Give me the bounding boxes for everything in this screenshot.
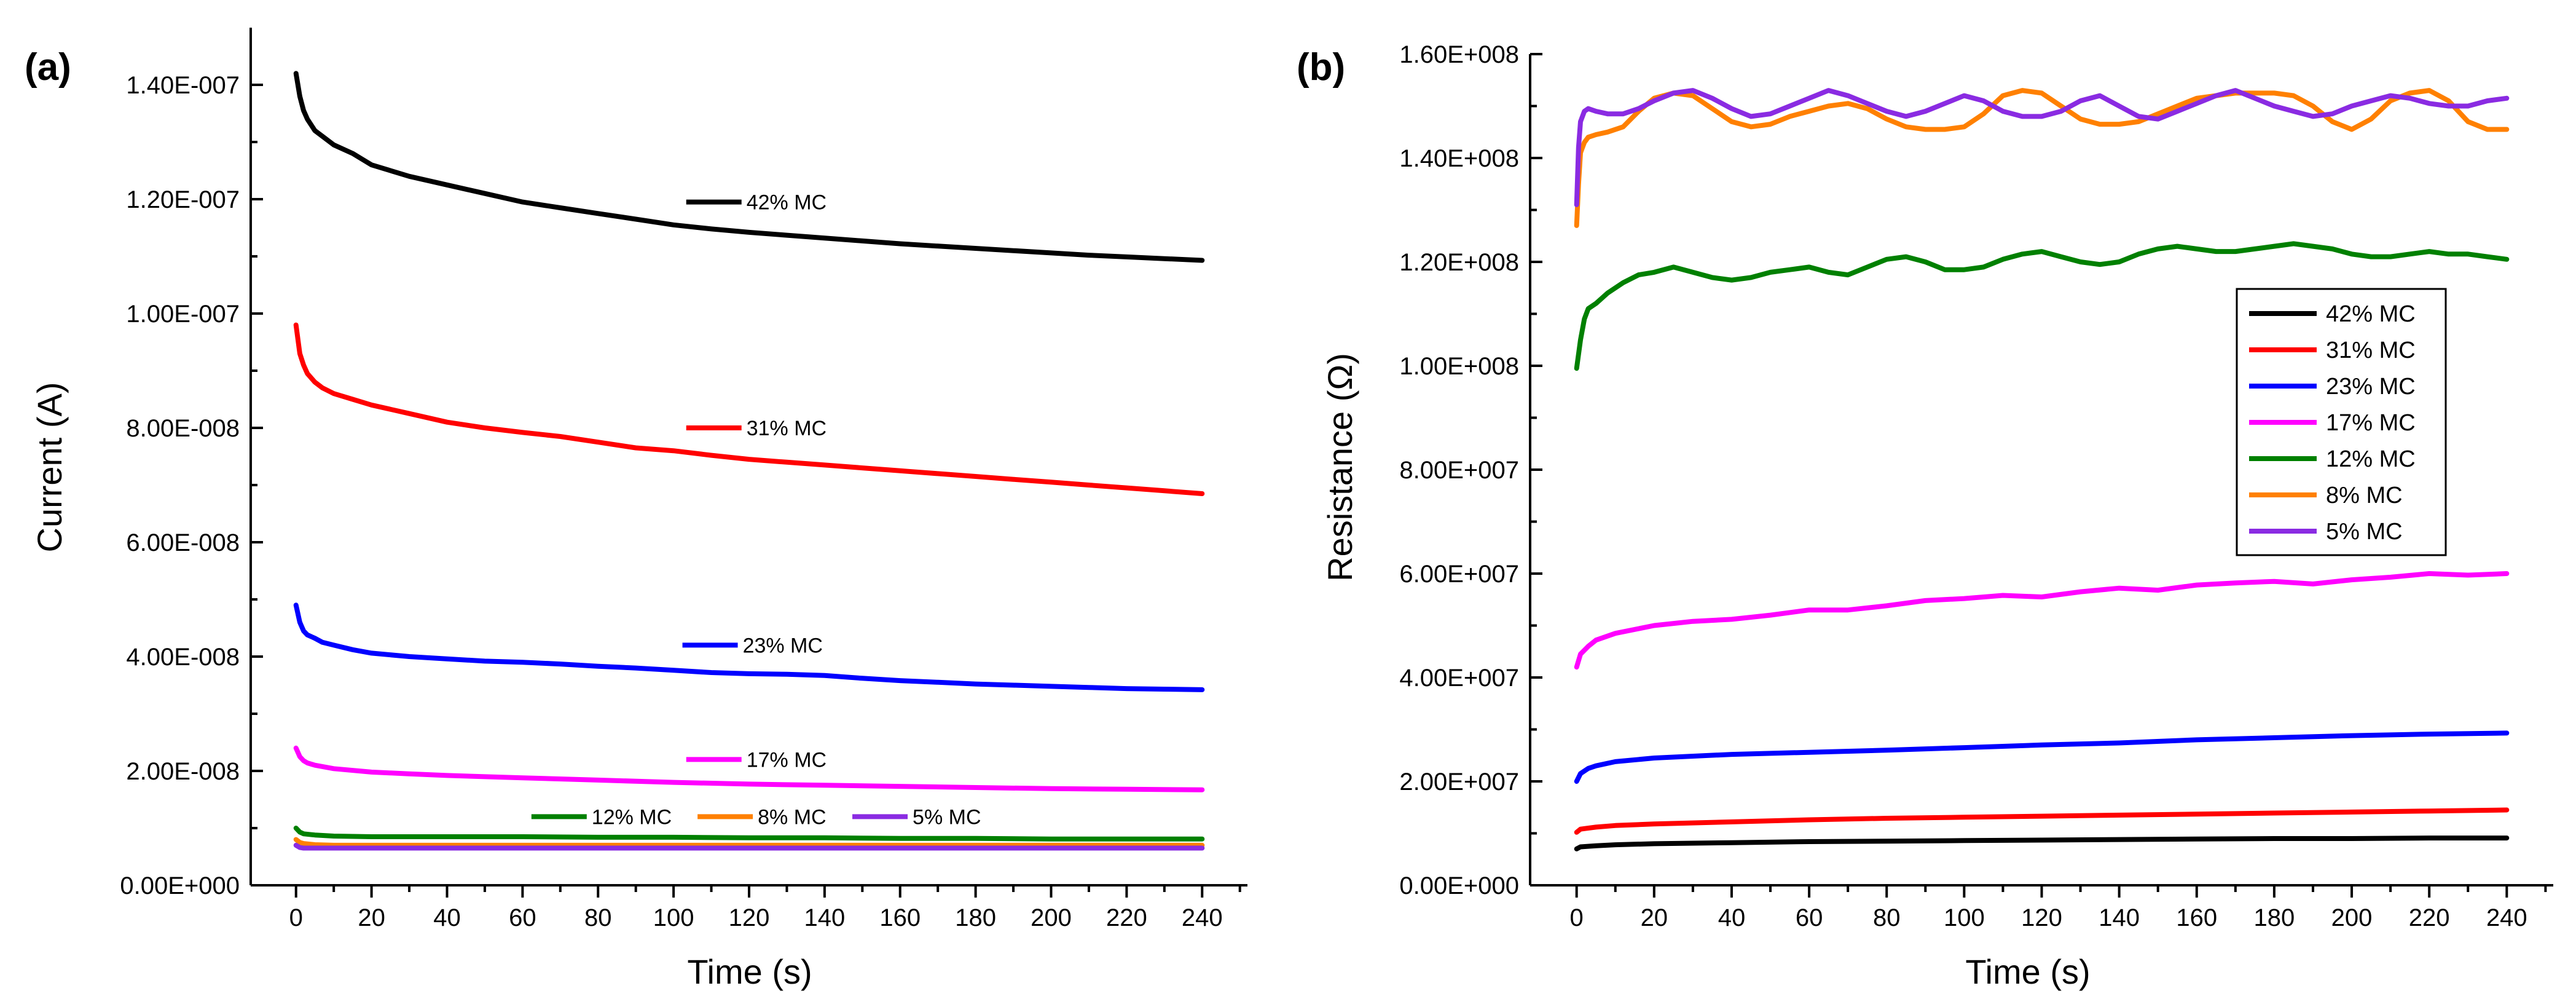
panel-a-x-tick-label: 40 bbox=[433, 904, 461, 931]
panel-a-series-17-mc bbox=[293, 745, 1205, 792]
panel-b-legend-label: 17% MC bbox=[2326, 410, 2416, 436]
panel-a-y-axis-label: Current (A) bbox=[30, 382, 69, 553]
panel-b-legend-label: 12% MC bbox=[2326, 446, 2416, 472]
panel-b-x-tick-label: 200 bbox=[2331, 904, 2373, 931]
panel-b-x-tick-label: 180 bbox=[2254, 904, 2295, 931]
panel-a-x-tick-label: 180 bbox=[955, 904, 996, 931]
panel-b-legend-label: 8% MC bbox=[2326, 483, 2403, 508]
panel-a-series-31-mc bbox=[293, 322, 1205, 496]
panel-b-y-tick-label: 0.00E+000 bbox=[1399, 872, 1519, 899]
panel-b-y-axis-label: Resistance (Ω) bbox=[1321, 353, 1359, 582]
panel-a-x-tick-label: 140 bbox=[804, 904, 846, 931]
panel-b-legend-label: 42% MC bbox=[2326, 301, 2416, 327]
panel-b-y-tick-label: 1.40E+008 bbox=[1399, 145, 1519, 172]
panel-a-y-tick-label: 6.00E-008 bbox=[126, 529, 240, 556]
panel-a-series-5-mc bbox=[293, 842, 1205, 851]
panel-a-label: (a) bbox=[25, 46, 71, 89]
panel-a-annotation-label: 17% MC bbox=[747, 748, 827, 772]
panel-a-series-8-mc bbox=[293, 837, 1205, 848]
panel-b-series-23-mc bbox=[1574, 730, 2510, 784]
panel-b-label: (b) bbox=[1297, 46, 1345, 89]
panel-a-y-tick-label: 1.40E-007 bbox=[126, 72, 240, 99]
panel-b-x-tick-label: 80 bbox=[1873, 904, 1901, 931]
panel-a-annotation-label: 12% MC bbox=[592, 805, 672, 829]
panel-b-series-31-mc bbox=[1574, 807, 2510, 835]
panel-a-x-tick-label: 220 bbox=[1106, 904, 1147, 931]
panel-a-x-tick-label: 160 bbox=[879, 904, 921, 931]
panel-a-y-tick-label: 0.00E+000 bbox=[120, 872, 240, 899]
panel-a-annotation-label: 23% MC bbox=[743, 634, 823, 657]
panel-a-y-tick-label: 1.20E-007 bbox=[126, 186, 240, 213]
panel-a-series-23-mc bbox=[293, 602, 1205, 692]
panel-a-series-42-mc bbox=[293, 71, 1205, 263]
panel-a-x-tick-label: 120 bbox=[729, 904, 770, 931]
panel-a-annotation-label: 42% MC bbox=[747, 191, 827, 215]
panel-b-series-8-mc bbox=[1574, 88, 2510, 228]
panel-a-y-tick-label: 1.00E-007 bbox=[126, 301, 240, 328]
panel-a-current-vs-time: (a) 0.00E+000 2.00E-008 4.00E-008 6.00E-008… bbox=[25, 28, 1247, 991]
panel-a-x-tick-label: 20 bbox=[358, 904, 385, 931]
panel-b-series-17-mc bbox=[1574, 571, 2510, 670]
panel-a-x-tick-label: 60 bbox=[509, 904, 536, 931]
panel-b-x-tick-label: 240 bbox=[2486, 904, 2527, 931]
panel-b-resistance-vs-time: (b) 0.00E+000 2.00E+007 4.00E+007 6.00E+007… bbox=[1297, 41, 2553, 991]
panel-b-x-tick-label: 220 bbox=[2409, 904, 2450, 931]
panel-a-x-tick-label: 0 bbox=[289, 904, 303, 931]
panel-a-y-tick-label: 8.00E-008 bbox=[126, 415, 240, 442]
panel-b-series-42-mc bbox=[1574, 835, 2510, 851]
panel-a-x-tick-label: 80 bbox=[584, 904, 612, 931]
panel-a-x-tick-label: 240 bbox=[1182, 904, 1223, 931]
panel-b-legend-label: 5% MC bbox=[2326, 519, 2403, 545]
panel-a-y-tick-label: 4.00E-008 bbox=[126, 644, 240, 671]
panel-b-series-5-mc bbox=[1574, 88, 2510, 207]
panel-b-x-tick-label: 0 bbox=[1570, 904, 1584, 931]
panel-b-series-12-mc bbox=[1574, 241, 2510, 371]
panel-b-x-tick-label: 40 bbox=[1718, 904, 1746, 931]
panel-a-annotation-label: 31% MC bbox=[747, 417, 827, 440]
panel-a-annotation-label: 8% MC bbox=[758, 805, 826, 829]
panel-b-x-tick-label: 140 bbox=[2099, 904, 2140, 931]
panel-a-y-tick-label: 2.00E-008 bbox=[126, 758, 240, 785]
panel-b-x-axis-label: Time (s) bbox=[1965, 952, 2090, 991]
panel-a-annotation-label: 5% MC bbox=[913, 805, 981, 829]
panel-b-legend-label: 31% MC bbox=[2326, 338, 2416, 363]
panel-b-legend-label: 23% MC bbox=[2326, 374, 2416, 400]
panel-b-x-tick-label: 60 bbox=[1796, 904, 1823, 931]
panel-a-series-12-mc bbox=[293, 826, 1205, 842]
panel-a-x-tick-label: 100 bbox=[653, 904, 694, 931]
panel-b-y-tick-label: 1.20E+008 bbox=[1399, 249, 1519, 276]
panel-a-x-tick-label: 200 bbox=[1031, 904, 1072, 931]
panel-b-x-tick-label: 100 bbox=[1944, 904, 1985, 931]
panel-b-x-tick-label: 120 bbox=[2021, 904, 2062, 931]
panel-b-x-tick-label: 20 bbox=[1641, 904, 1668, 931]
panel-b-y-tick-label: 6.00E+007 bbox=[1399, 561, 1519, 588]
panel-b-y-tick-label: 1.60E+008 bbox=[1399, 41, 1519, 68]
panel-a-x-axis-label: Time (s) bbox=[687, 952, 812, 991]
panel-b-x-tick-label: 160 bbox=[2176, 904, 2217, 931]
panel-b-y-tick-label: 4.00E+007 bbox=[1399, 665, 1519, 692]
panel-b-y-tick-label: 8.00E+007 bbox=[1399, 457, 1519, 484]
panel-b-y-tick-label: 1.00E+008 bbox=[1399, 353, 1519, 380]
panel-b-y-tick-label: 2.00E+007 bbox=[1399, 768, 1519, 796]
